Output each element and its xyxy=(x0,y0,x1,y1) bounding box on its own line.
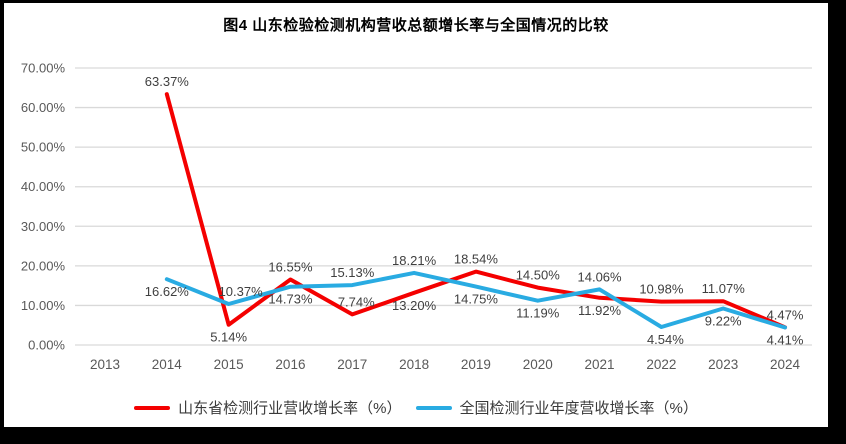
legend-swatch-blue-line-icon xyxy=(415,405,452,410)
data-label-shandong-2014: 63.37% xyxy=(145,74,190,89)
data-label-national-2020: 11.19% xyxy=(516,306,560,321)
data-label-national-2022: 4.54% xyxy=(647,332,684,347)
legend-label-national: 全国检测行业年度营收增长率（%） xyxy=(459,400,698,417)
legend-item-national: 全国检测行业年度营收增长率（%） xyxy=(415,397,698,418)
x-tick-label: 2016 xyxy=(275,357,305,372)
legend-swatch-red-line-icon xyxy=(134,405,171,410)
data-label-national-2014: 16.62% xyxy=(145,284,190,299)
data-label-national-2018: 18.21% xyxy=(392,253,437,268)
x-tick-label: 2020 xyxy=(523,357,553,372)
series-line-shandong xyxy=(164,92,788,330)
chart-legend: 山东省检测行业营收增长率（%） 全国检测行业年度营收增长率（%） xyxy=(4,397,828,418)
data-label-shandong-2018: 13.20% xyxy=(392,298,437,313)
y-tick-label: 60.00% xyxy=(21,100,66,115)
x-tick-label: 2022 xyxy=(646,357,676,372)
y-tick-label: 70.00% xyxy=(21,61,66,76)
data-label-national-2015: 10.37% xyxy=(219,284,264,299)
y-tick-label: 30.00% xyxy=(21,219,66,234)
data-label-shandong-2019: 18.54% xyxy=(454,252,499,267)
x-tick-label: 2013 xyxy=(90,357,120,372)
x-tick-label: 2024 xyxy=(770,357,801,372)
data-label-national-2017: 15.13% xyxy=(330,265,375,280)
series-line-national xyxy=(164,270,788,330)
x-tick-label: 2019 xyxy=(461,357,491,372)
y-tick-label: 20.00% xyxy=(21,258,66,273)
data-label-shandong-2021: 11.92% xyxy=(578,303,622,318)
line-chart: 0.00% 10.00% 20.00% 30.00% 40.00% 50.00% 60.00… xyxy=(21,61,812,372)
x-tick-label: 2014 xyxy=(152,357,183,372)
legend-item-shandong: 山东省检测行业营收增长率（%） xyxy=(134,397,402,418)
y-tick-label: 40.00% xyxy=(21,179,66,194)
y-tick-label: 10.00% xyxy=(21,298,66,313)
x-tick-label: 2023 xyxy=(708,357,738,372)
data-label-shandong-2022: 10.98% xyxy=(639,282,684,297)
data-label-shandong-2023: 11.07% xyxy=(702,281,746,296)
y-tick-label: 50.00% xyxy=(21,140,66,155)
data-label-shandong-2016: 16.55% xyxy=(268,260,313,275)
legend-label-shandong: 山东省检测行业营收增长率（%） xyxy=(178,400,402,417)
data-label-shandong-2024: 4.47% xyxy=(767,307,804,322)
data-label-national-2024: 4.41% xyxy=(767,333,804,348)
chart-canvas: 0.00% 10.00% 20.00% 30.00% 40.00% 50.00% 60.00… xyxy=(4,3,828,427)
x-tick-label: 2018 xyxy=(399,357,429,372)
chart-title: 图4 山东检验检测机构营收总额增长率与全国情况的比较 xyxy=(223,17,609,34)
data-label-shandong-2017: 7.74% xyxy=(338,294,375,309)
x-tick-label: 2015 xyxy=(214,357,244,372)
x-tick-label: 2017 xyxy=(337,357,367,372)
data-label-shandong-2020: 14.50% xyxy=(516,268,561,283)
data-label-national-2019: 14.75% xyxy=(454,292,499,307)
data-label-national-2016: 14.73% xyxy=(268,292,313,307)
data-label-national-2023: 9.22% xyxy=(705,314,742,329)
y-tick-label: 0.00% xyxy=(28,338,65,353)
x-tick-label: 2021 xyxy=(585,357,615,372)
data-label-shandong-2015: 5.14% xyxy=(210,330,247,345)
data-label-national-2021: 14.06% xyxy=(578,269,623,284)
